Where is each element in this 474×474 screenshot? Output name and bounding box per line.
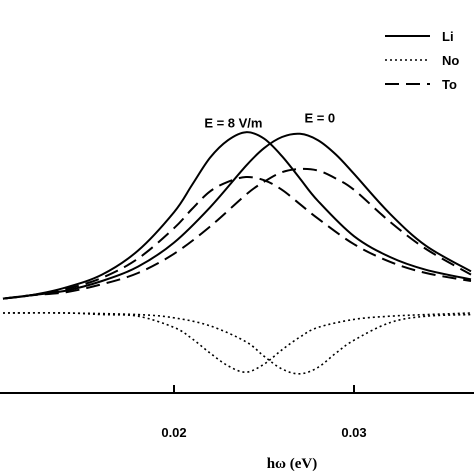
annotation-label: E = 0 — [304, 111, 335, 126]
series-line-solid-1 — [2, 132, 472, 300]
x-axis-title: hω (eV) — [267, 456, 318, 472]
series-line-dashed-4 — [2, 175, 472, 300]
series-line-dashed-3 — [2, 167, 472, 300]
x-tick-label: 0.02 — [161, 425, 186, 440]
annotation-label: E = 8 V/m — [204, 115, 262, 130]
legend-label: Li — [442, 29, 454, 44]
legend-label: To — [442, 77, 457, 92]
annotations: E = 8 V/m E = 0 — [204, 111, 335, 131]
legend: Li No To — [385, 29, 459, 92]
series-line-solid-2 — [2, 131, 472, 300]
legend-label: No — [442, 53, 459, 68]
plot-area — [2, 131, 472, 375]
x-tick-label: 0.03 — [341, 425, 366, 440]
series-line-dotted-5 — [2, 312, 472, 375]
series-line-dotted-6 — [2, 312, 472, 374]
x-axis: 0.02 0.03 — [0, 385, 474, 440]
